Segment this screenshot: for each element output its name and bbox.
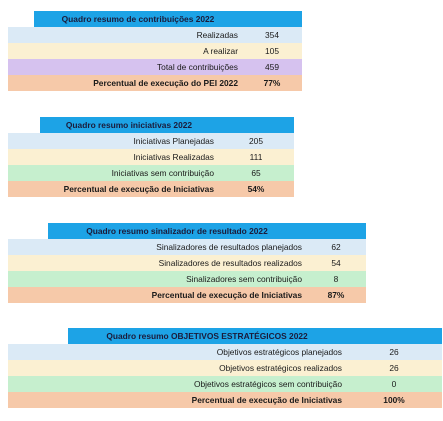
- row-value: 26: [346, 360, 442, 376]
- table-header-row: Quadro resumo de contribuições 2022: [8, 11, 302, 27]
- table-row: Sinalizadores de resultados realizados 5…: [8, 255, 366, 271]
- row-value: 54: [306, 255, 366, 271]
- table-header-row: Quadro resumo iniciativas 2022: [8, 117, 294, 133]
- table-row: Objetivos estratégicos sem contribuição …: [8, 376, 442, 392]
- table-row-percent: Percentual de execução de Iniciativas 54…: [8, 181, 294, 197]
- table-header-row: Quadro resumo sinalizador de resultado 2…: [8, 223, 366, 239]
- table-row: Objetivos estratégicos planejados 26: [8, 344, 442, 360]
- row-value: 26: [346, 344, 442, 360]
- table-row-percent: Percentual de execução de Iniciativas 87…: [8, 287, 366, 303]
- table-contribuicoes: Quadro resumo de contribuições 2022 Real…: [8, 11, 302, 91]
- row-label: Percentual de execução de Iniciativas: [8, 287, 306, 303]
- row-value: 87%: [306, 287, 366, 303]
- table-row: Sinalizadores sem contribuição 8: [8, 271, 366, 287]
- row-value: 111: [218, 149, 294, 165]
- row-label: Iniciativas sem contribuição: [8, 165, 218, 181]
- table-row-percent: Percentual de execução do PEI 2022 77%: [8, 75, 302, 91]
- row-label: Sinalizadores sem contribuição: [8, 271, 306, 287]
- row-label: A realizar: [8, 43, 242, 59]
- row-value: 62: [306, 239, 366, 255]
- row-value: 100%: [346, 392, 442, 408]
- row-label: Iniciativas Planejadas: [8, 133, 218, 149]
- row-label: Realizadas: [8, 27, 242, 43]
- table-header-row: Quadro resumo OBJETIVOS ESTRATÉGICOS 202…: [8, 328, 442, 344]
- table-title: Quadro resumo de contribuições 2022: [34, 11, 242, 27]
- row-value: 459: [242, 59, 302, 75]
- row-label: Iniciativas Realizadas: [8, 149, 218, 165]
- row-value: 54%: [218, 181, 294, 197]
- row-value: 0: [346, 376, 442, 392]
- table-row: Realizadas 354: [8, 27, 302, 43]
- row-value: 205: [218, 133, 294, 149]
- table-row: Iniciativas sem contribuição 65: [8, 165, 294, 181]
- table-row: Objetivos estratégicos realizados 26: [8, 360, 442, 376]
- table-title: Quadro resumo sinalizador de resultado 2…: [48, 223, 306, 239]
- row-label: Percentual de execução de Iniciativas: [8, 181, 218, 197]
- row-value: 77%: [242, 75, 302, 91]
- row-value: 8: [306, 271, 366, 287]
- table-objetivos: Quadro resumo OBJETIVOS ESTRATÉGICOS 202…: [8, 328, 442, 408]
- table-title: Quadro resumo OBJETIVOS ESTRATÉGICOS 202…: [68, 328, 346, 344]
- row-label: Total de contribuições: [8, 59, 242, 75]
- row-label: Percentual de execução do PEI 2022: [8, 75, 242, 91]
- row-label: Objetivos estratégicos realizados: [8, 360, 346, 376]
- row-value: 105: [242, 43, 302, 59]
- row-value: 354: [242, 27, 302, 43]
- row-label: Sinalizadores de resultados realizados: [8, 255, 306, 271]
- table-iniciativas: Quadro resumo iniciativas 2022 Iniciativ…: [8, 117, 294, 197]
- table-row: Sinalizadores de resultados planejados 6…: [8, 239, 366, 255]
- table-sinalizadores: Quadro resumo sinalizador de resultado 2…: [8, 223, 366, 303]
- table-row: Total de contribuições 459: [8, 59, 302, 75]
- table-title: Quadro resumo iniciativas 2022: [40, 117, 218, 133]
- row-label: Objetivos estratégicos planejados: [8, 344, 346, 360]
- row-value: 65: [218, 165, 294, 181]
- table-row: Iniciativas Planejadas 205: [8, 133, 294, 149]
- table-row: A realizar 105: [8, 43, 302, 59]
- table-row: Iniciativas Realizadas 111: [8, 149, 294, 165]
- table-row-percent: Percentual de execução de Iniciativas 10…: [8, 392, 442, 408]
- row-label: Percentual de execução de Iniciativas: [8, 392, 346, 408]
- row-label: Objetivos estratégicos sem contribuição: [8, 376, 346, 392]
- row-label: Sinalizadores de resultados planejados: [8, 239, 306, 255]
